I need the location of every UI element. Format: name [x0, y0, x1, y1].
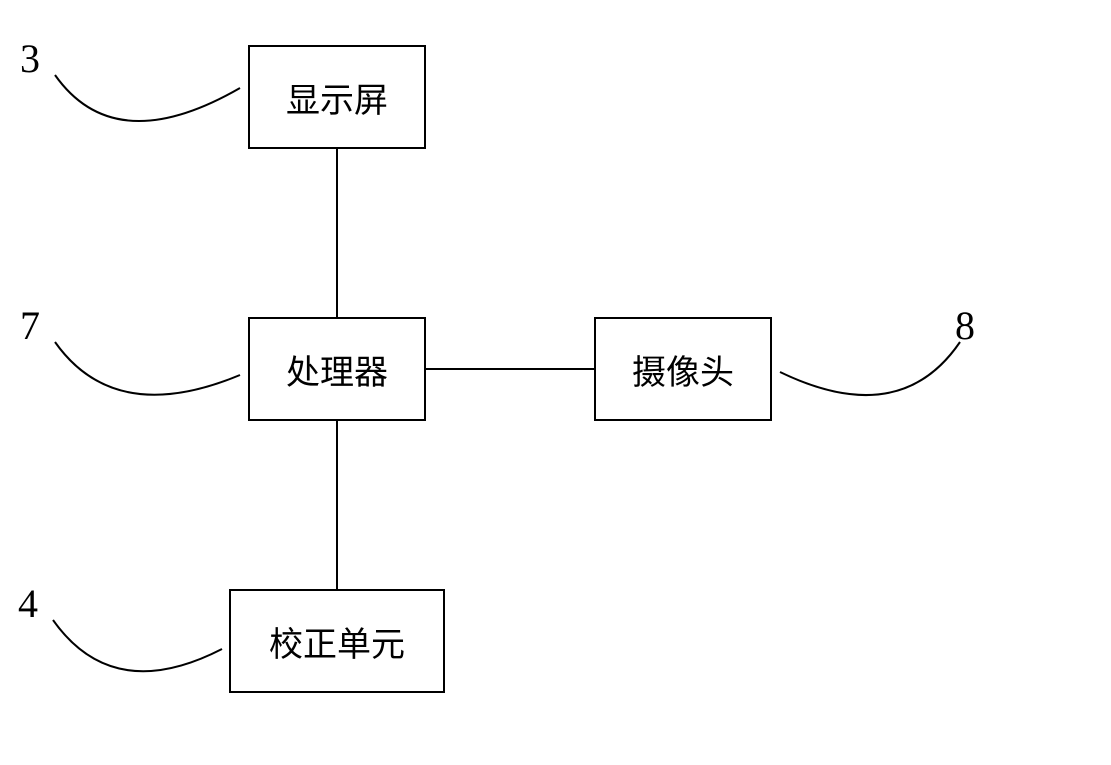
node-display-screen: 显示屏 — [248, 45, 426, 149]
diagram-canvas: 显示屏 处理器 摄像头 校正单元 3 7 8 4 — [0, 0, 1111, 765]
node-correction-unit: 校正单元 — [229, 589, 445, 693]
node-camera-label: 摄像头 — [632, 345, 734, 394]
ref-number-4: 4 — [18, 580, 38, 627]
ref-number-3: 3 — [20, 35, 40, 82]
ref-number-8: 8 — [955, 302, 975, 349]
node-corrector-label: 校正单元 — [269, 617, 405, 666]
ref-number-7: 7 — [20, 302, 40, 349]
diagram-connectors — [0, 0, 1111, 765]
node-processor-label: 处理器 — [286, 345, 388, 394]
node-camera: 摄像头 — [594, 317, 772, 421]
node-display-label: 显示屏 — [286, 73, 388, 122]
node-processor: 处理器 — [248, 317, 426, 421]
